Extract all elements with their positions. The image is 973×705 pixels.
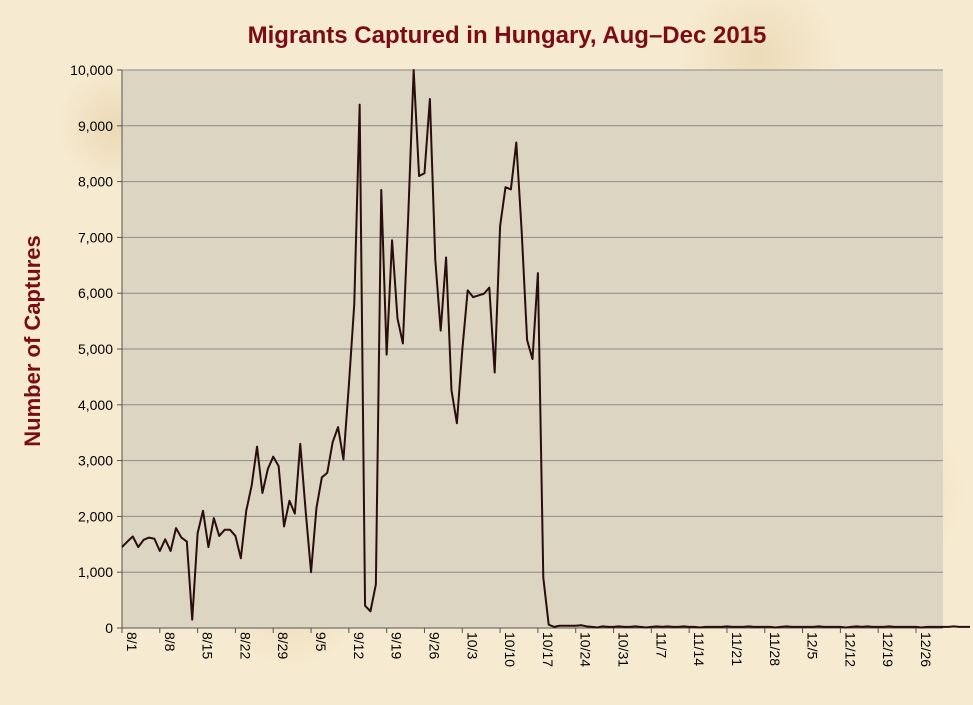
x-tick-label: 10/24 [578, 632, 594, 667]
x-tick-label: 8/15 [200, 632, 216, 659]
x-tick-label: 10/3 [464, 632, 480, 659]
chart-title: Migrants Captured in Hungary, Aug–Dec 20… [248, 22, 767, 49]
y-axis-ticks: 0 1,000 2,000 3,000 4,000 5,000 6,000 7,000 8,00… [70, 62, 122, 636]
x-tick-label: 10/31 [616, 632, 632, 667]
x-tick-label: 9/26 [426, 632, 442, 659]
x-tick-label: 11/7 [653, 632, 669, 658]
y-tick-label: 4,000 [78, 397, 113, 413]
y-tick-label: 3,000 [78, 453, 113, 469]
y-axis-label: Number of Captures [20, 235, 45, 446]
y-tick-label: 10,000 [70, 62, 113, 78]
x-tick-label: 11/28 [767, 632, 783, 666]
y-tick-label: 1,000 [78, 564, 113, 580]
x-tick-label: 8/29 [275, 632, 291, 659]
x-tick-label: 10/10 [502, 632, 518, 667]
y-tick-label: 6,000 [78, 285, 113, 301]
x-tick-label: 12/5 [805, 632, 821, 659]
x-axis-ticks: 8/1 8/8 8/15 8/22 8/29 9/5 9/12 9/19 9/26 10/3 10/… [121, 628, 934, 667]
y-tick-label: 2,000 [78, 508, 113, 524]
x-tick-label: 9/5 [313, 632, 329, 652]
y-tick-label: 5,000 [78, 341, 113, 357]
y-tick-label: 7,000 [78, 229, 113, 245]
x-tick-label: 9/19 [389, 632, 405, 659]
x-tick-label: 8/8 [162, 632, 178, 652]
x-tick-label: 12/12 [842, 632, 858, 667]
series-line [121, 69, 971, 629]
x-tick-label: 8/22 [237, 632, 253, 659]
series-group [121, 69, 971, 629]
y-tick-label: 0 [105, 620, 113, 636]
x-tick-label: 8/1 [124, 632, 140, 652]
x-tick-label: 12/19 [880, 632, 896, 667]
y-tick-label: 9,000 [78, 118, 113, 134]
x-tick-label: 10/17 [540, 632, 556, 667]
x-tick-label: 12/26 [918, 632, 934, 667]
x-tick-label: 11/14 [691, 632, 707, 666]
y-tick-label: 8,000 [78, 174, 113, 190]
x-tick-label: 11/21 [729, 632, 745, 666]
x-tick-label: 9/12 [351, 632, 367, 659]
